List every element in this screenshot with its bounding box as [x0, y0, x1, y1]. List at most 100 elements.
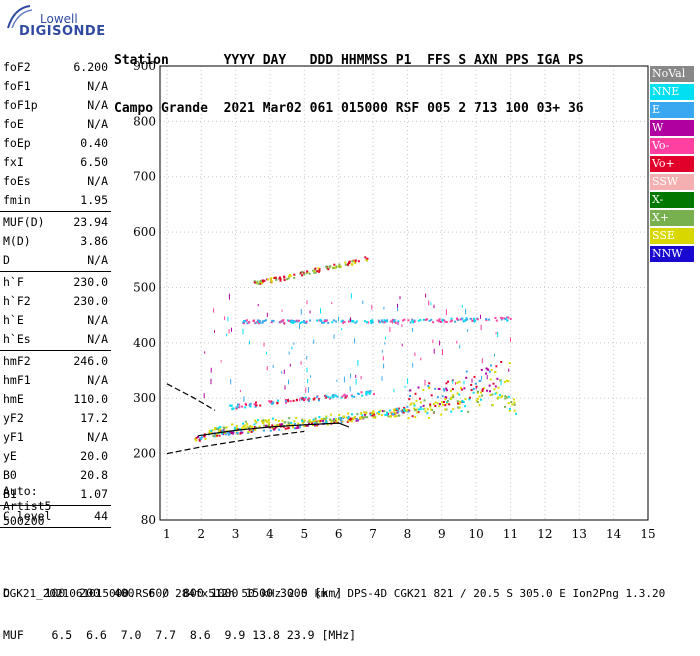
echo-point	[501, 395, 504, 397]
echo-point	[432, 321, 435, 324]
param-value: 17.2	[80, 411, 108, 425]
echo-point	[290, 321, 293, 324]
echo-point	[351, 263, 354, 266]
echo-point	[341, 319, 344, 322]
param-value: 230.0	[73, 294, 108, 308]
echo-point	[303, 320, 305, 323]
echo-point	[366, 416, 369, 419]
param-row: hmE 110.0	[0, 390, 111, 409]
param-value: N/A	[87, 313, 108, 327]
echo-point	[475, 387, 477, 390]
echo-point	[339, 419, 342, 421]
echo-point	[402, 319, 405, 322]
echo-point	[256, 280, 259, 283]
echo-point	[338, 316, 339, 322]
x-tick-label: 3	[232, 527, 240, 541]
echo-point	[443, 319, 446, 322]
echo-point	[501, 317, 504, 320]
echo-point	[343, 393, 346, 396]
echo-point	[279, 278, 282, 281]
echo-point	[249, 340, 250, 345]
param-row: foF1 N/A	[0, 77, 111, 96]
echo-point	[485, 372, 488, 375]
echo-point	[306, 424, 309, 427]
echo-point	[238, 427, 241, 430]
echo-point	[273, 276, 276, 279]
echo-point	[246, 322, 249, 325]
x-tick-label: 12	[537, 527, 552, 541]
echo-point	[382, 356, 384, 361]
distance-muf-table: D 100 200 400 600 800 1000 1500 3000 [km…	[3, 558, 356, 656]
echo-point	[350, 373, 352, 379]
echo-point	[428, 382, 431, 385]
echo-point	[372, 416, 375, 419]
echo-point	[250, 429, 253, 431]
echo-point	[473, 317, 475, 324]
echo-point	[297, 426, 300, 429]
echo-point	[219, 425, 222, 428]
echo-point	[414, 392, 417, 395]
legend-item: NNE	[650, 84, 694, 100]
plot-frame	[159, 65, 649, 521]
param-label: hmE	[3, 392, 24, 406]
echo-point	[288, 319, 290, 322]
echo-point	[510, 337, 511, 342]
echo-point	[407, 410, 410, 413]
echo-point	[312, 269, 315, 272]
echo-point	[366, 321, 368, 324]
echo-point	[299, 397, 301, 402]
param-row: yF2 17.2	[0, 409, 111, 428]
echo-point	[355, 320, 358, 323]
x-tick-label: 4	[266, 527, 274, 541]
echo-point	[397, 414, 400, 417]
echo-point	[332, 393, 335, 396]
echo-point	[397, 303, 398, 308]
echo-point	[293, 342, 295, 345]
echo-point	[287, 277, 290, 280]
echo-point	[459, 344, 461, 349]
echo-point	[454, 320, 457, 323]
echo-point	[491, 393, 494, 396]
echo-point	[242, 422, 244, 425]
echo-point	[301, 421, 304, 424]
echo-point	[478, 395, 481, 398]
echo-point	[472, 391, 475, 394]
echo-point	[247, 430, 250, 433]
echo-point	[481, 394, 483, 397]
echo-point	[230, 378, 232, 385]
echo-point	[461, 388, 463, 391]
echo-point	[233, 428, 236, 431]
echo-point	[315, 424, 318, 427]
echo-point	[305, 387, 307, 393]
echo-point	[245, 319, 248, 322]
echo-point	[434, 387, 437, 390]
echo-point	[338, 413, 341, 416]
echo-point	[371, 321, 374, 324]
echo-point	[325, 415, 328, 418]
echo-point	[230, 431, 233, 434]
echo-point	[452, 395, 455, 398]
param-row: yF1 N/A	[0, 428, 111, 447]
echo-point	[426, 408, 429, 411]
echo-point	[443, 401, 445, 403]
echo-point	[365, 259, 368, 262]
param-label: foF2	[3, 60, 31, 74]
echo-point	[481, 376, 482, 380]
echo-point	[393, 410, 396, 413]
echo-point	[414, 416, 417, 419]
echo-point	[307, 400, 310, 403]
echo-point	[495, 319, 498, 322]
echo-point	[457, 406, 460, 409]
echo-point	[293, 420, 296, 423]
echo-point	[481, 390, 484, 392]
x-tick-label: 11	[503, 527, 518, 541]
echo-point	[353, 395, 356, 398]
echo-point	[269, 429, 272, 432]
echo-point	[384, 342, 386, 345]
echo-point	[393, 389, 395, 393]
echo-point	[479, 379, 482, 382]
echo-point	[441, 401, 443, 404]
echo-point	[478, 404, 481, 407]
echo-point	[362, 300, 364, 304]
echo-point	[495, 365, 498, 368]
